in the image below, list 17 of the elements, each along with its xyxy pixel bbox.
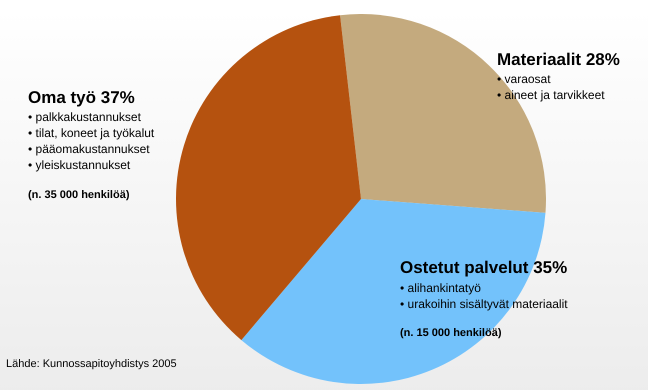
text: • urakoihin sisältyvät materiaalit	[400, 297, 568, 311]
text: • tilat, koneet ja työkalut	[28, 126, 154, 140]
data-label: 37%	[100, 88, 135, 107]
slice-label: Ostetut palvelut	[400, 258, 528, 277]
text: • palkkakustannukset	[28, 110, 141, 124]
slice-label: Materiaalit	[497, 50, 582, 69]
slice-label: Oma työ	[28, 88, 96, 107]
text: • alihankintatyö	[400, 281, 481, 295]
text: Lähde: Kunnossapitoyhdistys 2005	[6, 358, 177, 370]
text: (n. 35 000 henkilöä)	[28, 189, 130, 201]
text: • varaosat	[497, 72, 551, 86]
text: • yleiskustannukset	[28, 158, 130, 172]
text: • pääomakustannukset	[28, 142, 150, 156]
data-label: 28%	[586, 50, 620, 69]
text: (n. 15 000 henkilöä)	[400, 327, 502, 339]
text: • aineet ja tarvikkeet	[497, 88, 605, 102]
data-label: 35%	[533, 258, 568, 277]
